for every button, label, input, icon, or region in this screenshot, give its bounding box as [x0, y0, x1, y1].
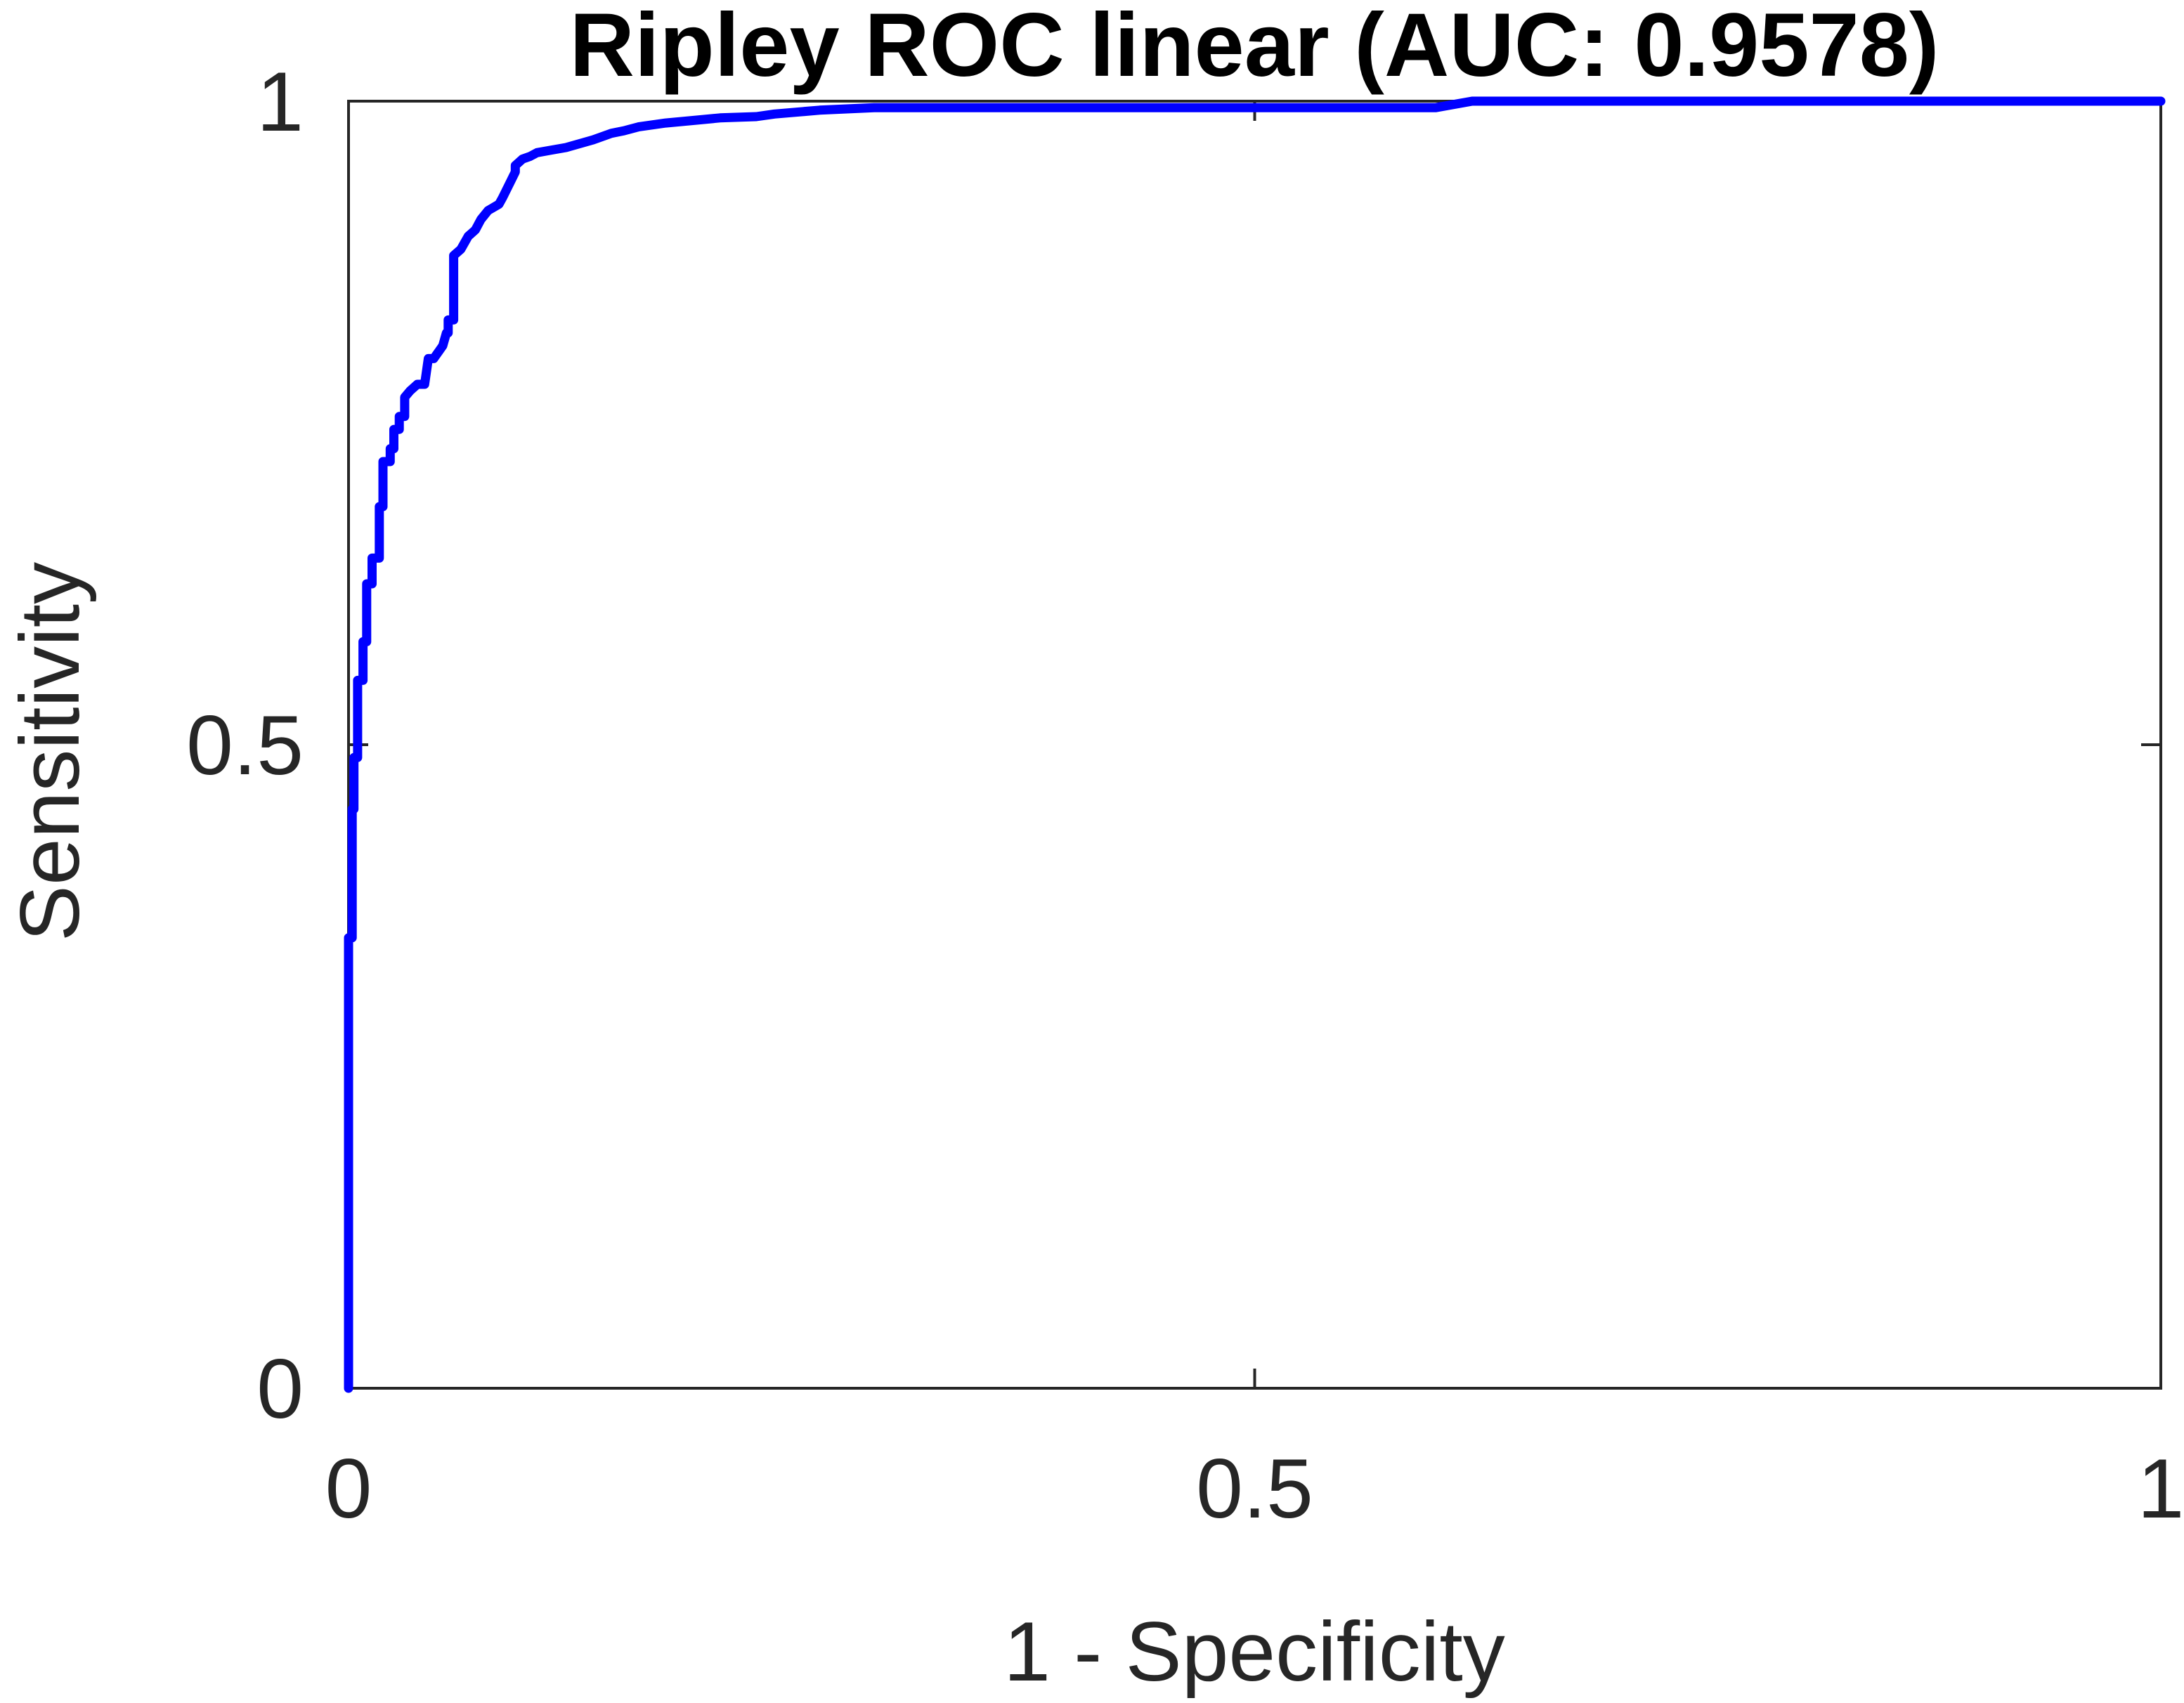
- y-tick-label: 0: [256, 1342, 304, 1436]
- x-tick-label: 0.5: [1196, 1442, 1313, 1536]
- x-axis-label: 1 - Specificity: [1003, 1605, 1505, 1699]
- y-tick-label: 1: [256, 55, 304, 149]
- y-axis-label: Sensitivity: [3, 562, 97, 941]
- x-tick-label: 0: [325, 1442, 372, 1536]
- y-axis-tick-labels: 00.51: [186, 55, 304, 1436]
- x-axis-tick-labels: 0 0.5 1: [325, 1442, 2184, 1536]
- chart-title: Ripley ROC linear (AUC: 0.9578): [570, 0, 1939, 96]
- roc-curve-line: [344, 96, 2166, 1393]
- y-tick-label: 0.5: [186, 698, 304, 792]
- x-tick-label: 1: [2138, 1442, 2184, 1536]
